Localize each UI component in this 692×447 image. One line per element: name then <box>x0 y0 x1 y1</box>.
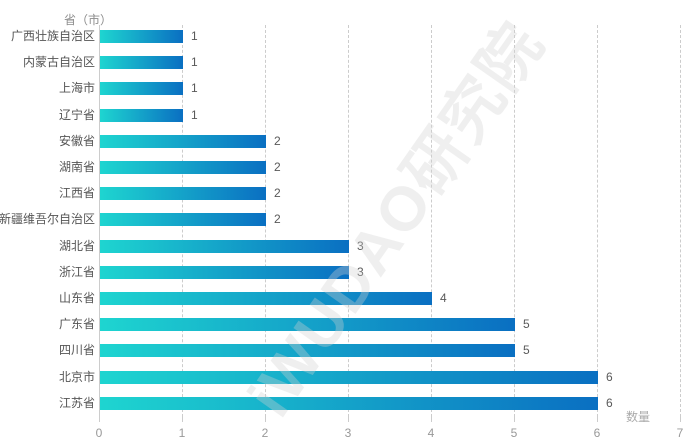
x-tick <box>514 417 515 422</box>
plot-area: 1 1 1 1 2 2 2 2 3 3 4 5 5 6 6 <box>99 25 681 422</box>
category-label: 江西省 <box>58 186 95 201</box>
bar-row: 5 <box>100 343 530 358</box>
bar <box>100 292 432 305</box>
x-tick <box>182 417 183 422</box>
bar <box>100 370 598 384</box>
x-tick <box>597 417 598 422</box>
gridline-x4 <box>431 25 432 417</box>
bar <box>100 108 183 122</box>
bar-value-label: 1 <box>191 55 198 70</box>
category-label: 湖北省 <box>58 238 95 253</box>
bar <box>100 318 515 332</box>
x-tick <box>431 417 432 422</box>
bar <box>100 344 515 358</box>
gridline-x5 <box>514 25 515 417</box>
bar-row: 4 <box>100 292 447 305</box>
category-label: 广西壮族自治区 <box>10 29 95 43</box>
bar-row: 2 <box>100 161 281 174</box>
category-label: 安徽省 <box>58 133 95 148</box>
x-tick-label: 7 <box>676 426 684 440</box>
category-label: 辽宁省 <box>58 107 95 122</box>
bar-value-label: 5 <box>523 317 530 332</box>
x-tick <box>265 417 266 422</box>
gridline-x7 <box>680 25 681 417</box>
bar <box>100 134 266 148</box>
bar-value-label: 3 <box>357 264 364 279</box>
category-label: 江苏省 <box>58 395 95 410</box>
x-tick-label: 3 <box>344 426 352 440</box>
x-tick-label: 6 <box>593 426 601 440</box>
bar-row: 2 <box>100 133 281 148</box>
bar <box>100 161 266 174</box>
x-axis-title: 数量 <box>626 410 651 424</box>
bar-value-label: 4 <box>440 291 447 305</box>
bar-row: 5 <box>100 317 530 332</box>
bar-value-label: 6 <box>606 369 613 384</box>
bar-row: 3 <box>100 238 364 253</box>
bar <box>100 56 183 70</box>
category-label: 广东省 <box>58 317 95 332</box>
bar <box>100 187 266 201</box>
category-label: 北京市 <box>58 369 95 384</box>
category-label: 四川省 <box>58 343 95 358</box>
bar-row: 2 <box>100 186 281 201</box>
x-tick-label: 4 <box>427 426 435 440</box>
bar-row: 1 <box>100 30 198 43</box>
bar-row: 2 <box>100 212 281 227</box>
bar-value-label: 1 <box>191 29 198 43</box>
bar-value-label: 3 <box>357 238 364 253</box>
bar-value-label: 2 <box>274 133 281 148</box>
bar <box>100 213 266 227</box>
bar <box>100 30 183 43</box>
x-tick-label: 0 <box>95 426 103 440</box>
x-tick <box>348 417 349 422</box>
bar-row: 1 <box>100 107 198 122</box>
bar-row: 3 <box>100 264 364 279</box>
bar <box>100 396 598 410</box>
bar-value-label: 1 <box>191 81 198 96</box>
bar-value-label: 6 <box>606 395 613 410</box>
category-labels: 广西壮族自治区内蒙古自治区上海市辽宁省安徽省湖南省江西省新疆维吾尔自治区湖北省浙… <box>0 25 95 417</box>
bar-value-label: 2 <box>274 160 281 174</box>
bar-value-label: 1 <box>191 107 198 122</box>
bar-row: 6 <box>100 369 613 384</box>
x-tick-label: 2 <box>261 426 269 440</box>
gridline-x6 <box>597 25 598 417</box>
x-tick-label: 5 <box>510 426 518 440</box>
category-label: 湖南省 <box>58 160 95 174</box>
bar-value-label: 2 <box>274 212 281 227</box>
x-tick <box>680 417 681 422</box>
x-tick-label: 1 <box>178 426 186 440</box>
bar-row: 1 <box>100 55 198 70</box>
bar <box>100 265 349 279</box>
category-label: 上海市 <box>58 81 95 96</box>
bar-value-label: 5 <box>523 343 530 358</box>
category-label: 新疆维吾尔自治区 <box>0 212 95 227</box>
gridline-x3 <box>348 25 349 417</box>
category-label: 内蒙古自治区 <box>22 55 95 70</box>
y-axis-title: 省（市） <box>63 13 112 27</box>
bar-value-label: 2 <box>274 186 281 201</box>
y-axis-line <box>99 25 100 422</box>
bar <box>100 82 183 96</box>
bar <box>100 239 349 253</box>
category-label: 浙江省 <box>58 264 95 279</box>
category-label: 山东省 <box>58 291 95 305</box>
bar-row: 1 <box>100 81 198 96</box>
bar-row: 6 <box>100 395 613 410</box>
